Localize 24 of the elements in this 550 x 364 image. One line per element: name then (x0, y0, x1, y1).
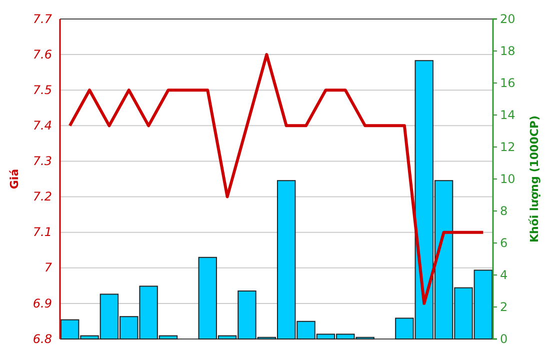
y-tick-label: 7.1 (32, 225, 52, 240)
y2-tick-label: 12 (500, 140, 516, 154)
y-tick-label: 7.4 (32, 118, 52, 133)
y2-tick-label: 10 (500, 172, 516, 186)
y-tick-label: 7.7 (32, 12, 52, 26)
line-series (68, 53, 485, 305)
y-tick-label: 6.8 (32, 332, 52, 346)
y-tick-label: 7.6 (32, 47, 52, 62)
y-tick-label: 7.2 (32, 190, 52, 204)
y2-tick-label: 2 (500, 300, 508, 314)
y2-tick-label: 0 (500, 332, 508, 346)
y2-tick-label: 14 (500, 108, 516, 122)
y-tick-label: 7 (44, 260, 52, 275)
y2-tick-label: 8 (500, 204, 508, 218)
y2-axis-title: Khối lượng (1000CP) (528, 115, 541, 243)
y2-tick-label: 6 (500, 236, 508, 250)
y-tick-label: 7.5 (32, 82, 52, 97)
y2-tick-label: 16 (500, 76, 516, 90)
y-tick-label: 7.3 (32, 154, 52, 168)
y-tick-label: 6.9 (32, 296, 52, 310)
y2-tick-label: 20 (500, 12, 516, 26)
y-axis-title: Giá (8, 168, 21, 190)
y2-tick-label: 4 (500, 268, 508, 282)
y2-tick-label: 18 (500, 44, 516, 58)
